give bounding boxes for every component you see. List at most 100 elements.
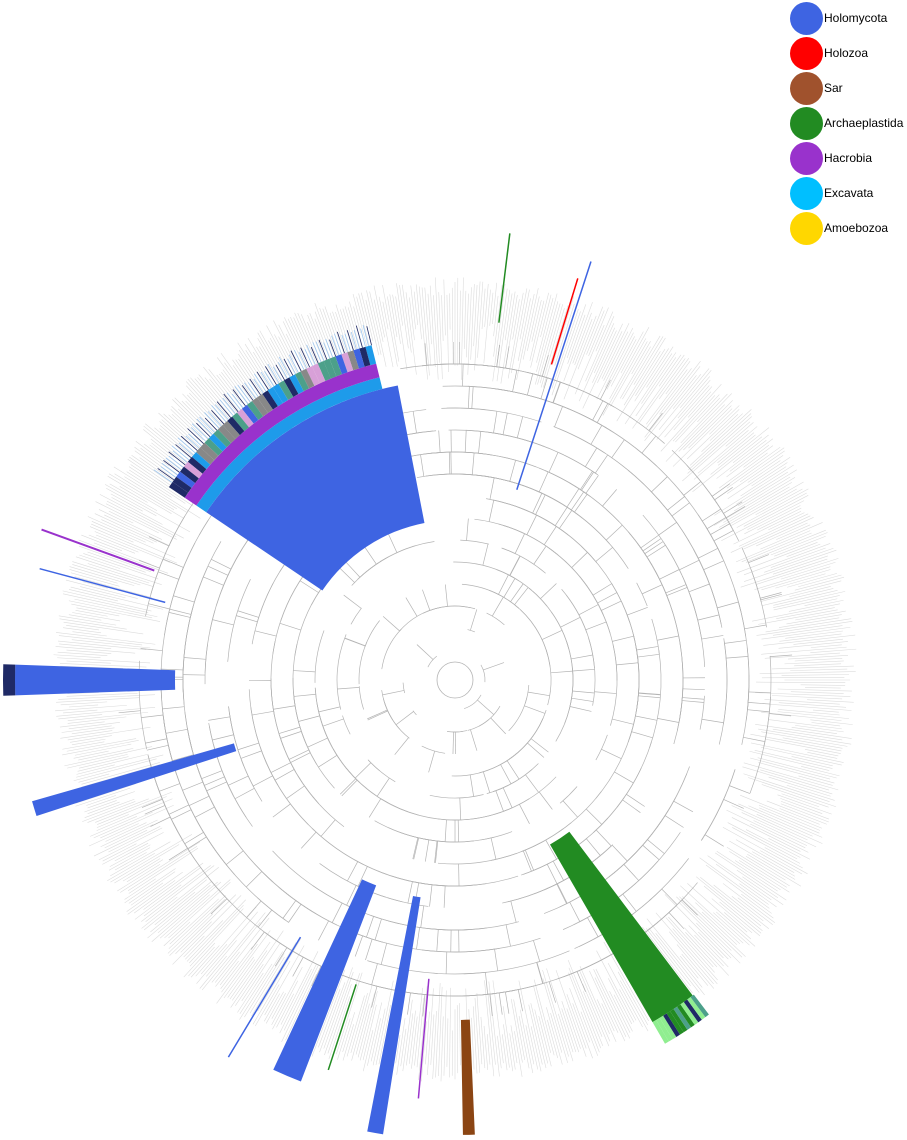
leaf-branch: [768, 512, 805, 531]
hacrobia-branch: [41, 528, 155, 572]
internal-branch: [293, 670, 316, 673]
leaf-branch: [98, 509, 163, 540]
leaf-branch: [606, 336, 635, 390]
internal-branch: [605, 524, 623, 541]
leaf-branch: [100, 819, 158, 848]
annotation-cell: [294, 371, 310, 392]
internal-branch: [490, 837, 497, 860]
leaf-branch: [438, 986, 443, 1077]
leaf-branch: [472, 1006, 478, 1074]
leaf-branch: [230, 930, 284, 1008]
leaf-branch: [113, 466, 187, 513]
leaf-branch: [760, 731, 848, 747]
internal-branch: [659, 569, 680, 580]
leaf-branch: [141, 866, 219, 929]
internal-branch: [638, 695, 661, 699]
leaf-branch: [104, 824, 154, 849]
internal-branch: [300, 831, 317, 849]
leaf-branch: [63, 709, 98, 714]
internal-branch: [717, 601, 739, 609]
internal-arc: [505, 718, 544, 762]
annotation-cell: [666, 1011, 684, 1035]
leaf-branch: [311, 969, 346, 1057]
internal-arc: [293, 696, 311, 754]
internal-branch: [444, 819, 447, 842]
internal-branch: [168, 848, 188, 861]
leaf-branch: [128, 466, 186, 504]
internal-branch: [376, 777, 390, 797]
leaf-branch: [314, 318, 334, 366]
internal-branch: [157, 571, 179, 580]
internal-branch: [572, 668, 595, 672]
leaf-branch: [798, 775, 833, 786]
leaf-branch: [169, 913, 214, 956]
leaf-branch: [594, 327, 616, 374]
internal-arc: [209, 537, 250, 631]
leaf-branch: [408, 1010, 416, 1064]
leaf-branch: [467, 287, 472, 375]
annotation-cell: [208, 433, 227, 452]
internal-branch: [250, 931, 265, 950]
leaf-branch: [780, 798, 823, 814]
internal-branch: [357, 866, 368, 887]
leaf-branch: [185, 920, 224, 960]
internal-branch: [424, 839, 430, 862]
leaf-branch: [93, 829, 148, 857]
leaf-branch: [705, 864, 772, 914]
leaf-branch: [98, 827, 163, 861]
internal-arc: [502, 798, 530, 812]
leaf-branch: [646, 346, 674, 388]
internal-arc: [314, 630, 325, 683]
leaf-branch: [67, 711, 149, 721]
leaf-branch: [357, 992, 376, 1058]
internal-arc: [656, 573, 684, 670]
leaf-branch: [59, 618, 127, 630]
internal-arc: [292, 677, 318, 765]
annotation-tick: [157, 468, 175, 481]
leaf-branch: [717, 432, 755, 464]
leaf-branch: [237, 972, 264, 1013]
leaf-branch: [361, 292, 374, 342]
holozoa-branch: [550, 278, 579, 365]
leaf-branch: [568, 967, 602, 1049]
leaf-branch: [102, 832, 164, 865]
internal-branch: [505, 991, 510, 1014]
leaf-branch: [96, 814, 129, 828]
internal-branch: [491, 596, 504, 617]
internal-arc: [429, 794, 484, 799]
annotation-cell: [311, 363, 326, 384]
leaf-branch: [713, 884, 770, 930]
leaf-branch: [110, 841, 171, 877]
leaf-branch: [164, 879, 231, 939]
internal-branch: [436, 929, 439, 952]
leaf-branch: [62, 740, 139, 756]
leaf-branch: [332, 311, 348, 357]
annotation-cell: [217, 425, 236, 444]
leaf-branch: [634, 348, 669, 402]
internal-arc: [676, 685, 684, 731]
leaf-branch: [763, 634, 856, 646]
internal-arc: [494, 388, 550, 402]
leaf-branch: [646, 918, 703, 988]
internal-branch: [760, 592, 782, 599]
annotation-tick: [336, 331, 345, 354]
internal-branch: [748, 702, 771, 705]
leaf-branch: [337, 1018, 351, 1060]
internal-branch: [571, 491, 585, 511]
annotation-tick: [256, 371, 269, 390]
leaf-branch: [682, 896, 746, 957]
internal-arc: [651, 618, 660, 655]
annotation-tick: [160, 466, 176, 478]
internal-branch: [407, 881, 413, 904]
leaf-branch: [753, 820, 808, 846]
annotation-tick: [163, 459, 180, 473]
internal-arc: [701, 769, 736, 841]
leaf-branch: [353, 306, 362, 334]
leaf-branch: [781, 674, 850, 676]
leaf-branch: [111, 497, 163, 525]
internal-arc: [611, 583, 631, 623]
leaf-branch: [766, 800, 827, 825]
internal-branch: [648, 412, 663, 431]
internal-arc: [377, 870, 478, 887]
leaf-branch: [68, 589, 119, 602]
